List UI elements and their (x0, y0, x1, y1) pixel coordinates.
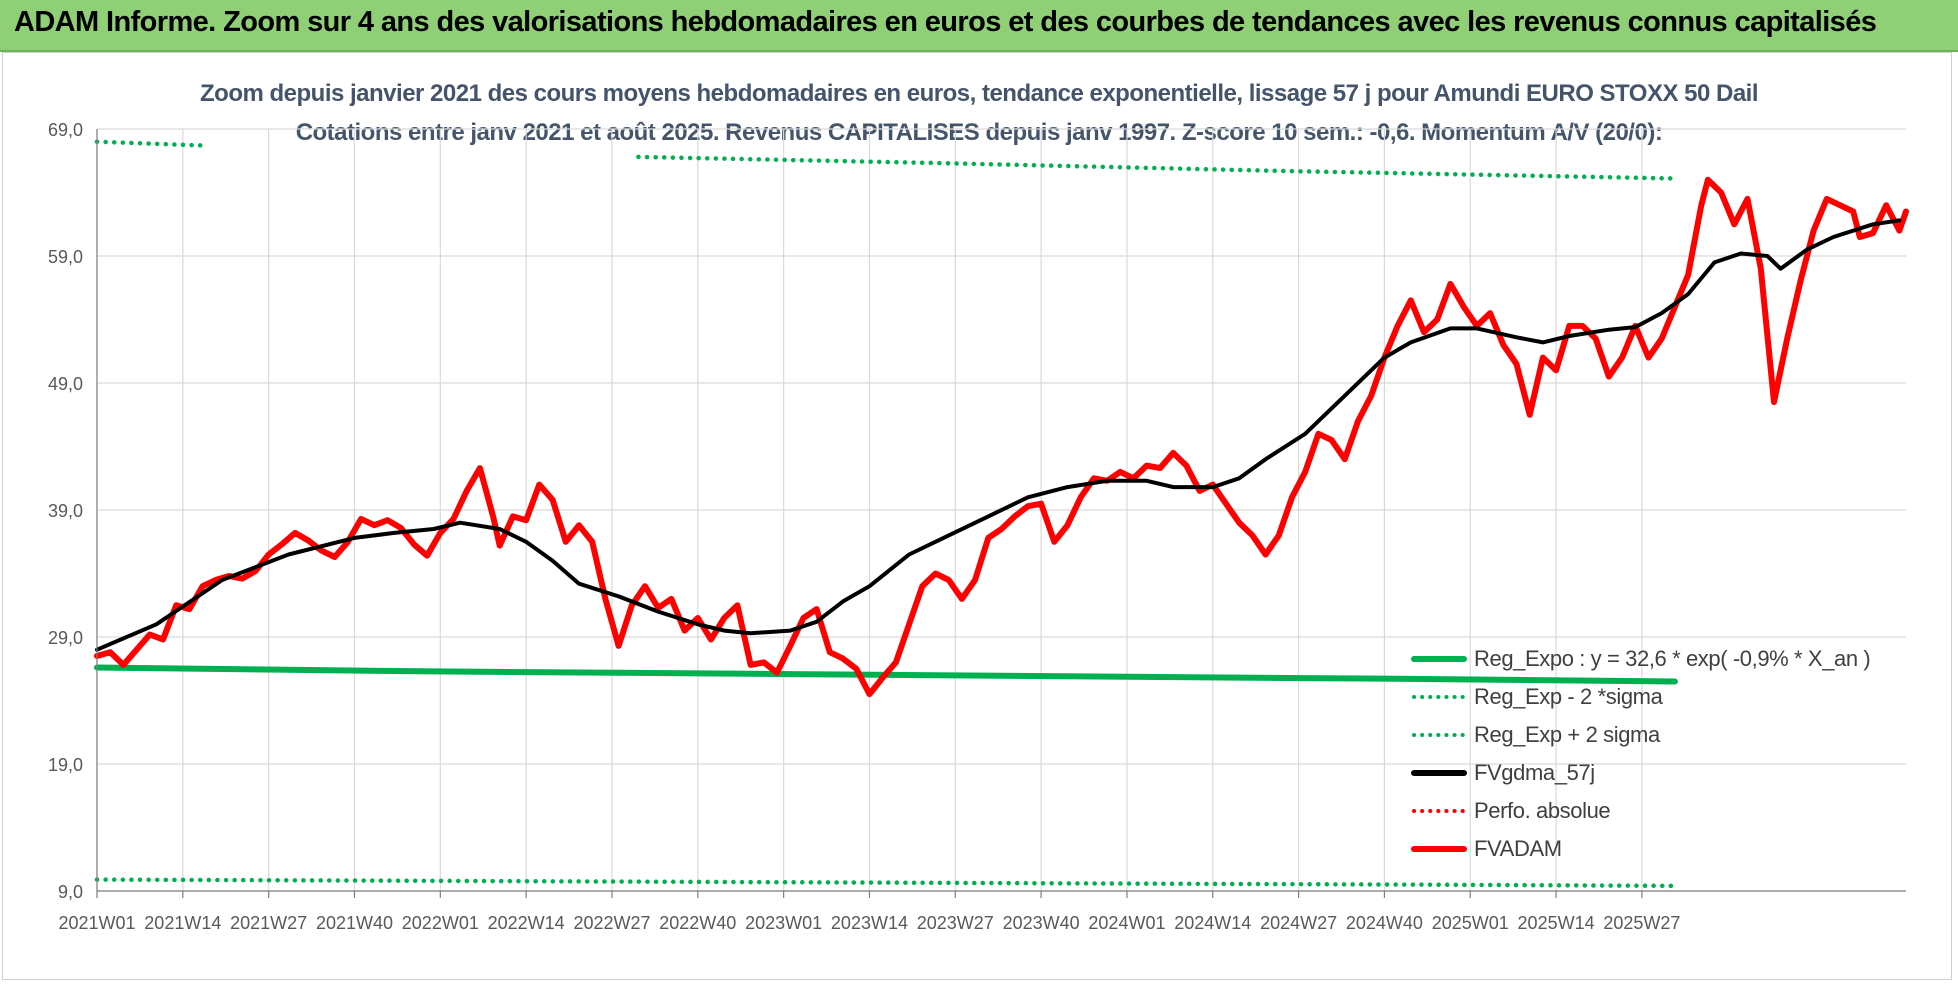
legend-label: FVADAM (1474, 836, 1562, 861)
legend-swatch (1412, 733, 1466, 737)
legend-swatch (1411, 656, 1467, 662)
legend-label: Reg_Expo : y = 32,6 * exp( -0,9% * X_an … (1474, 646, 1871, 671)
legend-item: Perfo. absolue (1410, 792, 1870, 830)
legend-swatch (1412, 695, 1466, 699)
legend-label: Perfo. absolue (1474, 798, 1611, 823)
legend-swatch (1412, 809, 1466, 813)
legend-item: Reg_Expo : y = 32,6 * exp( -0,9% * X_an … (1410, 640, 1871, 678)
legend-item: Reg_Exp + 2 sigma (1410, 716, 1870, 754)
legend-label: Reg_Exp + 2 sigma (1474, 722, 1660, 747)
legend: Reg_Expo : y = 32,6 * exp( -0,9% * X_an … (1410, 640, 1871, 868)
header-title: ADAM Informe. Zoom sur 4 ans des valoris… (14, 6, 1877, 38)
legend-swatch (1411, 770, 1467, 776)
legend-label: FVgdma_57j (1474, 760, 1595, 785)
legend-swatch (1411, 846, 1467, 852)
legend-item: FVgdma_57j (1410, 754, 1870, 792)
chart-subtitle: Cotations entre janv 2021 et août 2025. … (295, 119, 1663, 146)
legend-item: FVADAM (1410, 830, 1870, 868)
legend-label: Reg_Exp - 2 *sigma (1474, 684, 1663, 709)
header-bar: ADAM Informe. Zoom sur 4 ans des valoris… (0, 0, 1958, 52)
legend-item: Reg_Exp - 2 *sigma (1410, 678, 1870, 716)
chart-title: Zoom depuis janvier 2021 des cours moyen… (200, 80, 1759, 107)
